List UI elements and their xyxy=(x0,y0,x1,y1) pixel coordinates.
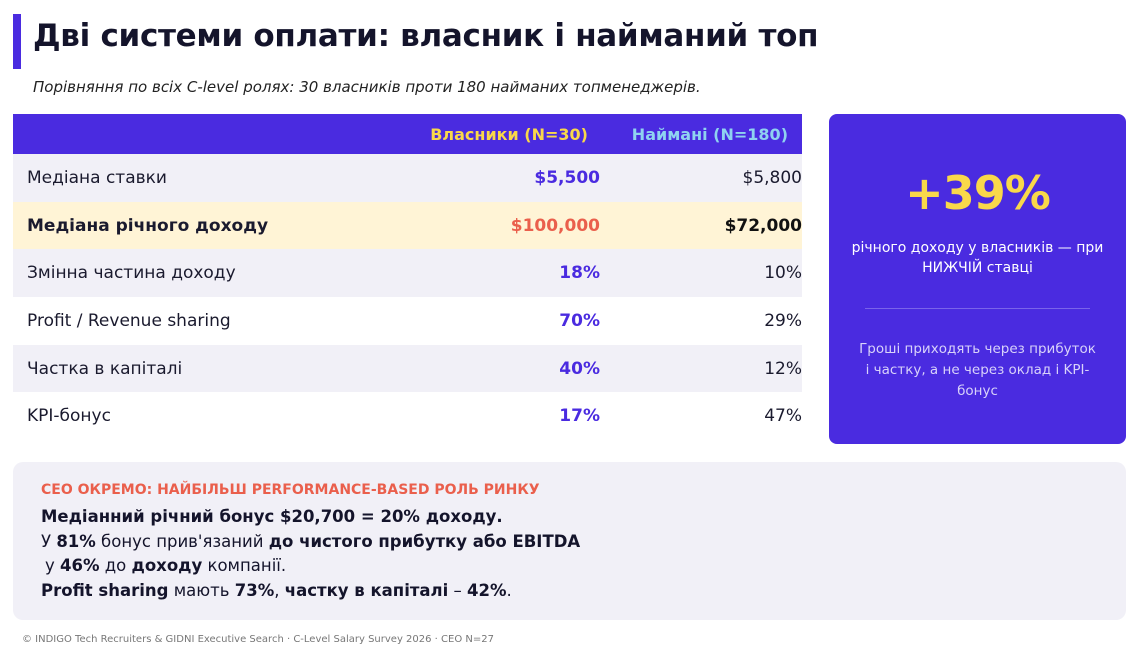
text-segment-bold: доходу xyxy=(131,556,203,575)
page-subtitle: Порівняння по всіх C-level ролях: 30 вла… xyxy=(33,78,701,96)
text-segment: – xyxy=(448,581,468,600)
ceo-panel: CEO ОКРЕМО: НАЙБІЛЬШ PERFORMANCE-BASED Р… xyxy=(13,462,1126,620)
owners-value: 70% xyxy=(559,310,600,331)
table-row: Медіана ставки $5,500 $5,800 xyxy=(13,154,802,202)
ceo-sharing-line: Profit sharing мають 73%, частку в капіт… xyxy=(41,581,512,600)
page-title: Дві системи оплати: власник і найманий т… xyxy=(33,18,819,54)
table-row: Частка в капіталі 40% 12% xyxy=(13,344,802,393)
table-header: Власники (N=30) Наймані (N=180) xyxy=(13,114,802,154)
table-row: Змінна частина доходу 18% 10% xyxy=(13,249,802,298)
hired-value: 10% xyxy=(764,263,802,284)
hired-value: $5,800 xyxy=(742,167,802,188)
owners-value: 40% xyxy=(559,358,600,379)
ceo-panel-title: CEO ОКРЕМО: НАЙБІЛЬШ PERFORMANCE-BASED Р… xyxy=(41,482,540,498)
ceo-profit-line: У 81% бонус прив'язаний до чистого прибу… xyxy=(41,532,580,551)
title-accent-bar xyxy=(13,14,21,69)
text-segment-bold: частку в капіталі xyxy=(284,581,449,600)
row-label: KPI-бонус xyxy=(27,406,111,427)
header-owners: Власники (N=30) xyxy=(430,124,588,144)
row-label: Медіана ставки xyxy=(27,167,167,188)
text-segment: У xyxy=(41,532,57,551)
owners-value: 17% xyxy=(559,406,600,427)
hired-value: $72,000 xyxy=(724,215,802,236)
highlight-card: +39% річного доходу у власників — при НИ… xyxy=(829,114,1126,444)
owners-value: 18% xyxy=(559,263,600,284)
income-difference-stat: +39% xyxy=(905,166,1051,220)
text-segment: , xyxy=(274,581,285,600)
table-row: Profit / Revenue sharing 70% 29% xyxy=(13,297,802,345)
card-divider xyxy=(865,308,1090,309)
text-segment: мають xyxy=(168,581,235,600)
text-segment: у xyxy=(45,556,61,575)
hired-value: 29% xyxy=(764,310,802,331)
text-segment: компанії. xyxy=(202,556,287,575)
owners-value: $100,000 xyxy=(510,215,600,236)
text-segment: . xyxy=(506,581,512,600)
stat-description: річного доходу у власників — при НИЖЧІЙ … xyxy=(851,240,1104,276)
footer-credits: © INDIGO Tech Recruiters & GIDNI Executi… xyxy=(22,634,494,645)
text-segment-bold: 42% xyxy=(467,581,507,600)
text-segment: до xyxy=(99,556,132,575)
text-segment-bold: до чистого прибутку або EBITDA xyxy=(268,532,581,551)
row-label: Змінна частина доходу xyxy=(27,263,236,284)
table-row-highlight: Медіана річного доходу $100,000 $72,000 xyxy=(13,201,802,250)
owners-value: $5,500 xyxy=(534,167,600,188)
ceo-revenue-line: у 46% до доходу компанії. xyxy=(45,556,286,575)
header-hired: Наймані (N=180) xyxy=(631,124,788,144)
card-note: Гроші приходять через прибуток і частку,… xyxy=(859,341,1096,399)
table-row: KPI-бонус 17% 47% xyxy=(13,392,802,440)
hired-value: 47% xyxy=(764,406,802,427)
text-segment-bold: Profit sharing xyxy=(41,581,169,600)
text-segment-bold: 73% xyxy=(234,581,275,600)
comparison-table: Власники (N=30) Наймані (N=180) Медіана … xyxy=(13,114,802,440)
ceo-bonus-line: Медіанний річний бонус $20,700 = 20% дох… xyxy=(41,507,503,526)
row-label: Частка в капіталі xyxy=(27,358,183,379)
hired-value: 12% xyxy=(764,358,802,379)
row-label: Profit / Revenue sharing xyxy=(27,310,231,331)
text-segment: бонус прив'язаний xyxy=(95,532,269,551)
text-segment-bold: 81% xyxy=(56,532,96,551)
row-label: Медіана річного доходу xyxy=(27,215,269,236)
text-segment-bold: 46% xyxy=(60,556,100,575)
